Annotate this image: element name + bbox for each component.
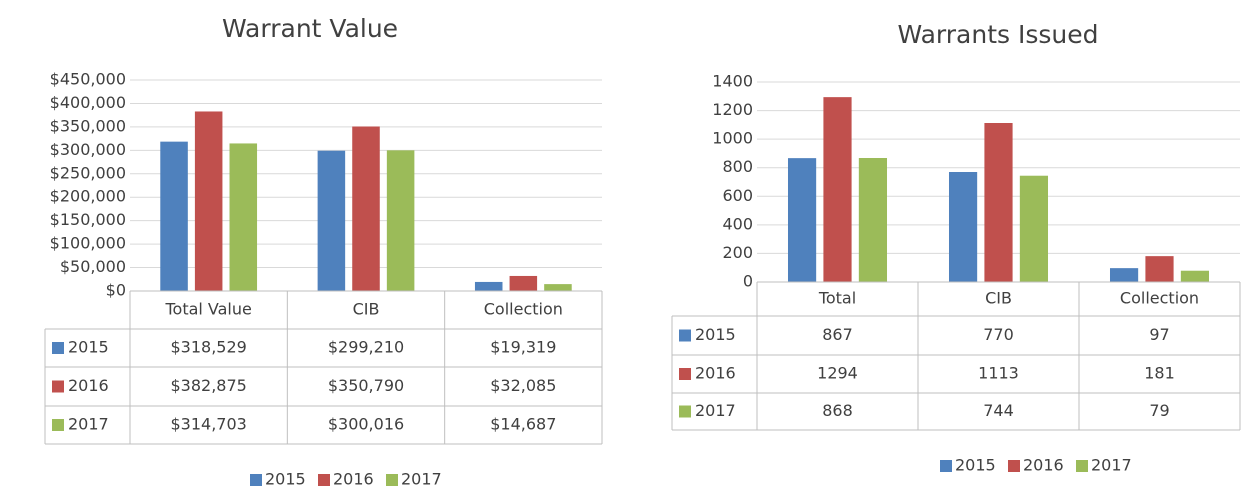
bar bbox=[1180, 270, 1210, 282]
y-tick-label: 800 bbox=[722, 157, 753, 176]
table-cell: $350,790 bbox=[328, 376, 404, 395]
bar bbox=[317, 150, 346, 291]
bar bbox=[352, 126, 380, 291]
bar bbox=[1145, 256, 1174, 282]
table-cell: 744 bbox=[983, 401, 1014, 420]
bar bbox=[858, 158, 888, 282]
y-tick-label: $250,000 bbox=[50, 163, 126, 182]
y-tick-label: 1000 bbox=[712, 129, 753, 148]
legend-label: 2017 bbox=[401, 470, 442, 489]
legend-label: 2016 bbox=[1023, 456, 1064, 475]
table-cell: 867 bbox=[822, 325, 853, 344]
bar bbox=[823, 97, 852, 283]
bar bbox=[509, 275, 538, 291]
legend-label: 2015 bbox=[955, 456, 996, 475]
legend-key bbox=[250, 474, 262, 486]
table-header: CIB bbox=[985, 289, 1012, 308]
y-tick-label: 200 bbox=[722, 243, 753, 262]
table-row-label: 2015 bbox=[695, 325, 736, 344]
y-tick-label: $450,000 bbox=[50, 70, 126, 89]
y-tick-label: 1200 bbox=[712, 100, 753, 119]
bar bbox=[194, 111, 223, 291]
y-tick-label: $100,000 bbox=[50, 234, 126, 253]
legend-label: 2016 bbox=[333, 470, 374, 489]
legend-key bbox=[940, 460, 952, 472]
table-row-label: 2015 bbox=[68, 338, 109, 357]
table-row-label: 2016 bbox=[695, 364, 736, 383]
table-row-label: 2017 bbox=[68, 415, 109, 434]
y-tick-label: $350,000 bbox=[50, 116, 126, 135]
bar bbox=[544, 284, 572, 291]
y-tick-label: $400,000 bbox=[50, 93, 126, 112]
table-key bbox=[52, 342, 64, 354]
table-key bbox=[679, 329, 691, 342]
table-header: Collection bbox=[1120, 289, 1199, 308]
table-cell: 1294 bbox=[817, 364, 858, 383]
table-cell: 868 bbox=[822, 401, 853, 420]
y-tick-label: 1400 bbox=[712, 72, 753, 91]
bar bbox=[474, 281, 503, 291]
table-key bbox=[52, 380, 64, 393]
table-cell: $14,687 bbox=[490, 415, 556, 434]
legend-label: 2015 bbox=[265, 470, 306, 489]
table-key bbox=[679, 368, 691, 380]
bar bbox=[948, 172, 978, 282]
table-key bbox=[679, 405, 691, 418]
table-cell: 770 bbox=[983, 325, 1014, 344]
y-tick-label: 0 bbox=[743, 272, 753, 291]
table-cell: $299,210 bbox=[328, 338, 404, 357]
table-cell: $32,085 bbox=[490, 376, 556, 395]
y-tick-label: $150,000 bbox=[50, 210, 126, 229]
bar bbox=[787, 158, 817, 282]
table-header: Collection bbox=[484, 300, 563, 319]
chart-title: Warrant Value bbox=[222, 14, 398, 43]
table-cell: 97 bbox=[1149, 325, 1169, 344]
bar bbox=[386, 150, 415, 291]
table-cell: $382,875 bbox=[170, 376, 246, 395]
bar bbox=[229, 143, 258, 291]
legend-key bbox=[1076, 460, 1088, 472]
legend-key bbox=[318, 474, 330, 486]
table-cell: 79 bbox=[1149, 401, 1169, 420]
bar bbox=[1019, 175, 1049, 282]
table-row-label: 2016 bbox=[68, 376, 109, 395]
y-tick-label: $300,000 bbox=[50, 140, 126, 159]
bar bbox=[160, 141, 188, 291]
y-tick-label: 600 bbox=[722, 186, 753, 205]
y-tick-label: $50,000 bbox=[60, 257, 126, 276]
table-cell: $314,703 bbox=[170, 415, 246, 434]
table-cell: 181 bbox=[1144, 364, 1175, 383]
table-cell: $318,529 bbox=[170, 338, 246, 357]
legend-label: 2017 bbox=[1091, 456, 1132, 475]
y-tick-label: $200,000 bbox=[50, 187, 126, 206]
bar bbox=[984, 123, 1013, 282]
table-header: Total bbox=[818, 289, 856, 308]
table-header: Total Value bbox=[164, 300, 251, 319]
table-row-label: 2017 bbox=[695, 401, 736, 420]
table-header: CIB bbox=[353, 300, 380, 319]
y-tick-label: $0 bbox=[106, 281, 126, 300]
table-cell: $300,016 bbox=[328, 415, 404, 434]
y-tick-label: 400 bbox=[722, 214, 753, 233]
table-key bbox=[52, 419, 64, 431]
bar bbox=[1109, 268, 1139, 282]
table-cell: 1113 bbox=[978, 364, 1019, 383]
legend-key bbox=[1008, 460, 1020, 472]
table-cell: $19,319 bbox=[490, 338, 556, 357]
legend-key bbox=[386, 474, 398, 486]
chart-title: Warrants Issued bbox=[897, 20, 1098, 49]
